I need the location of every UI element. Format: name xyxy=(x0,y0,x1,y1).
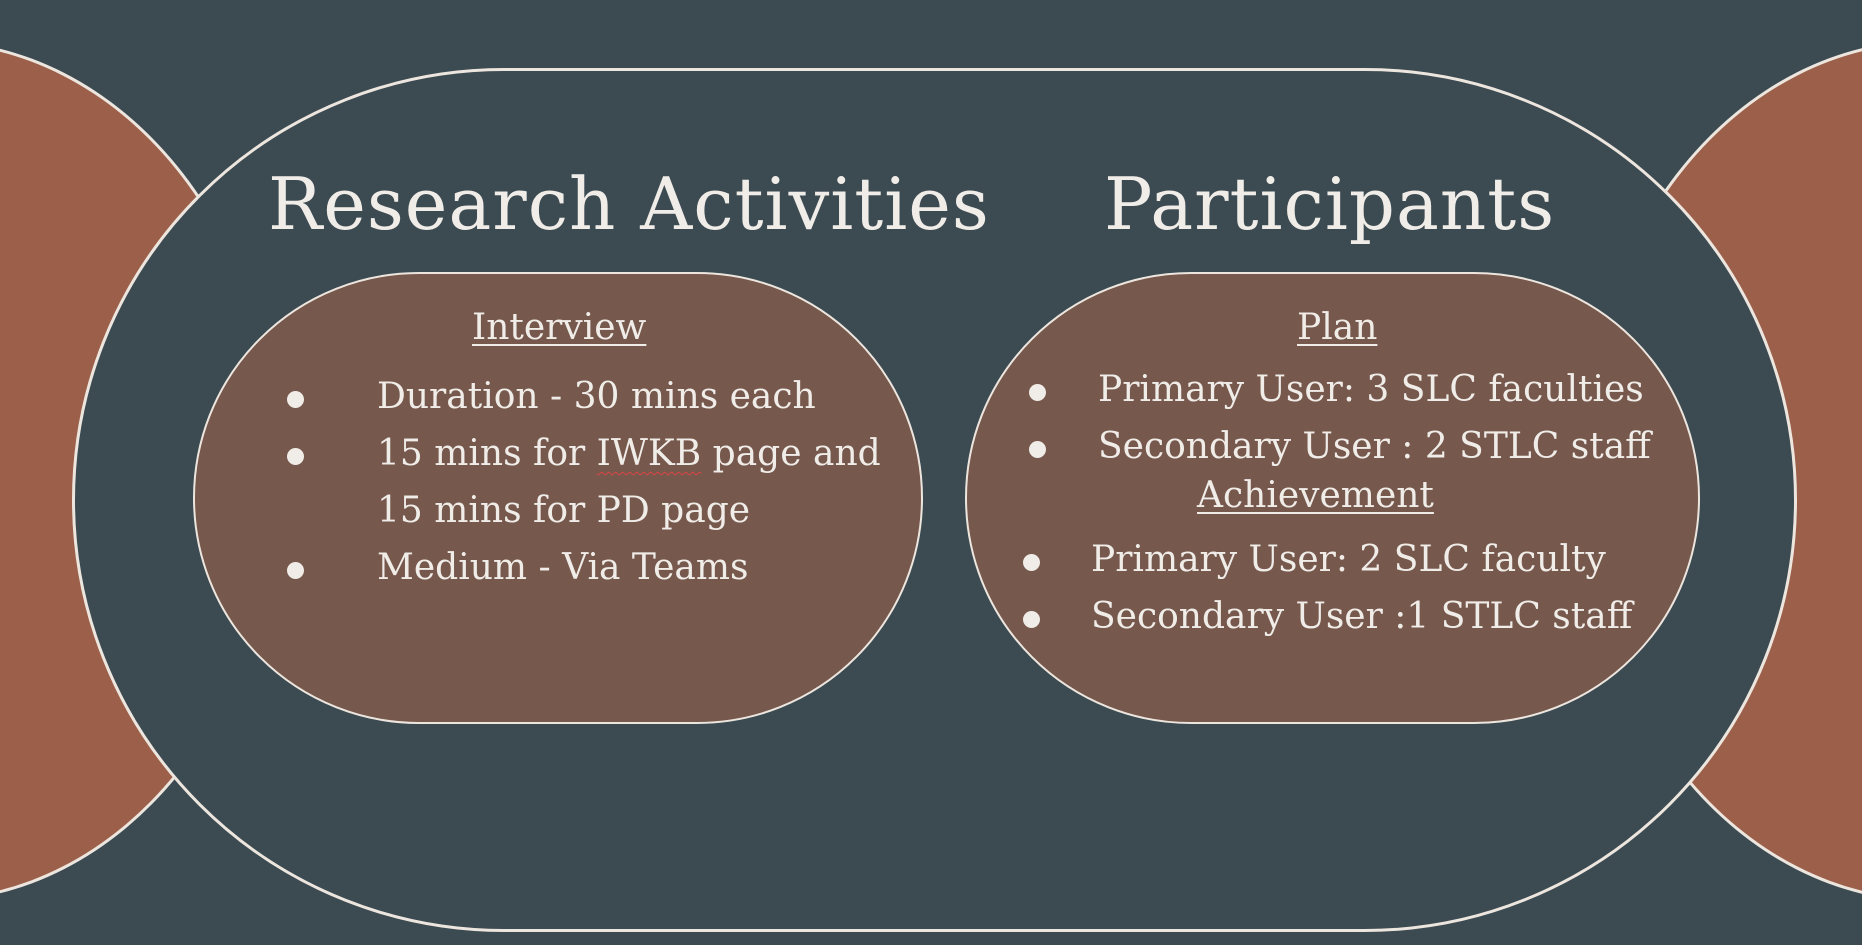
bullet-icon xyxy=(1029,384,1046,401)
bullet-icon xyxy=(1023,554,1040,571)
list-item-text: Primary User: 2 SLC faculty xyxy=(1091,539,1606,580)
spellcheck-underline: IWKB xyxy=(596,433,702,474)
list-item: Primary User: 3 SLC faculties xyxy=(1029,361,1651,418)
list-item-text: Secondary User : 2 STLC staff xyxy=(1098,426,1651,467)
interview-list: Duration - 30 mins each 15 mins for IWKB… xyxy=(287,368,881,596)
list-item-text: 15 mins for IWKB page and xyxy=(377,433,881,474)
bullet-icon xyxy=(287,448,304,465)
list-item: Medium - Via Teams xyxy=(287,539,881,596)
participants-heading: Participants xyxy=(1104,162,1556,246)
research-activities-heading: Research Activities xyxy=(268,162,990,246)
achievement-subheading: Achievement xyxy=(1197,475,1434,516)
plan-list: Primary User: 3 SLC faculties Secondary … xyxy=(1029,361,1651,475)
interview-panel: Interview Duration - 30 mins each 15 min… xyxy=(193,272,923,724)
list-item: Primary User: 2 SLC faculty xyxy=(1023,531,1632,588)
list-item: Secondary User : 2 STLC staff xyxy=(1029,418,1651,475)
bullet-icon xyxy=(1029,441,1046,458)
interview-subheading: Interview xyxy=(472,307,647,348)
list-item: 15 mins for IWKB page and 15 mins for PD… xyxy=(287,425,881,539)
list-item-text: Secondary User :1 STLC staff xyxy=(1091,596,1633,637)
list-item: Duration - 30 mins each xyxy=(287,368,881,425)
participants-panel: Plan Primary User: 3 SLC faculties Secon… xyxy=(965,272,1700,724)
list-item-text-continued: 15 mins for PD page xyxy=(377,490,751,531)
list-item-text: Medium - Via Teams xyxy=(377,547,749,588)
bullet-icon xyxy=(287,562,304,579)
bullet-icon xyxy=(1023,611,1040,628)
bullet-icon xyxy=(287,391,304,408)
list-item-text: Primary User: 3 SLC faculties xyxy=(1098,369,1644,410)
achievement-list: Primary User: 2 SLC faculty Secondary Us… xyxy=(1023,531,1632,645)
list-item: Secondary User :1 STLC staff xyxy=(1023,588,1632,645)
list-item-text: Duration - 30 mins each xyxy=(377,376,816,417)
plan-subheading: Plan xyxy=(1297,307,1378,348)
